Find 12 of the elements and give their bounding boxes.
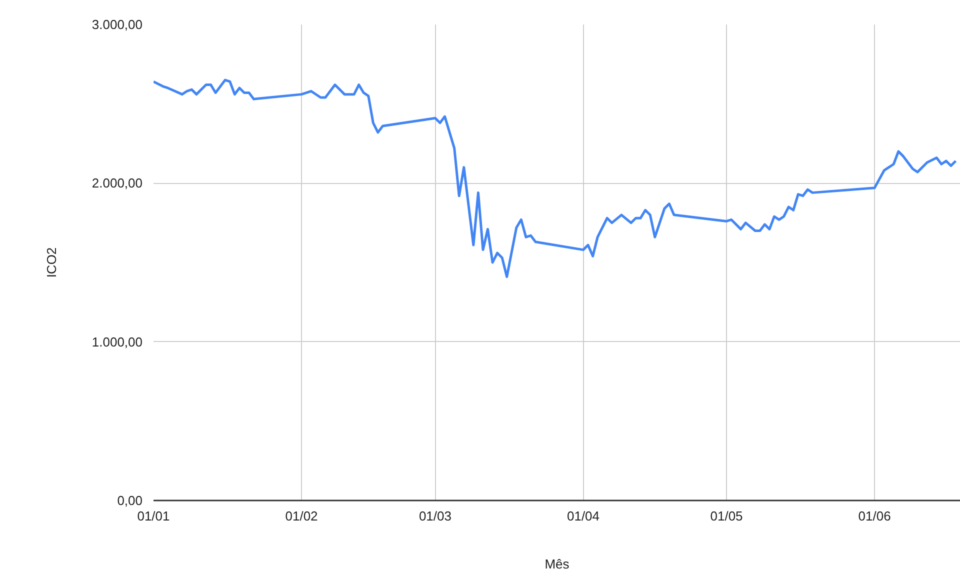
x-tick-label: 01/02 bbox=[285, 508, 318, 524]
x-tick-label: 01/05 bbox=[710, 508, 743, 524]
y-axis-title: ICO2 bbox=[44, 247, 59, 278]
y-tick-label: 1.000,00 bbox=[92, 334, 143, 350]
x-tick-label: 01/06 bbox=[858, 508, 891, 524]
x-tick-label: 01/04 bbox=[566, 508, 600, 524]
x-axis-title: Mês bbox=[544, 556, 570, 572]
x-tick-label: 01/01 bbox=[137, 508, 170, 524]
y-tick-label: 3.000,00 bbox=[92, 17, 143, 32]
x-tick-label: 01/03 bbox=[418, 508, 452, 524]
y-tick-label: 0,00 bbox=[117, 493, 143, 508]
y-tick-label: 2.000,00 bbox=[92, 176, 143, 191]
